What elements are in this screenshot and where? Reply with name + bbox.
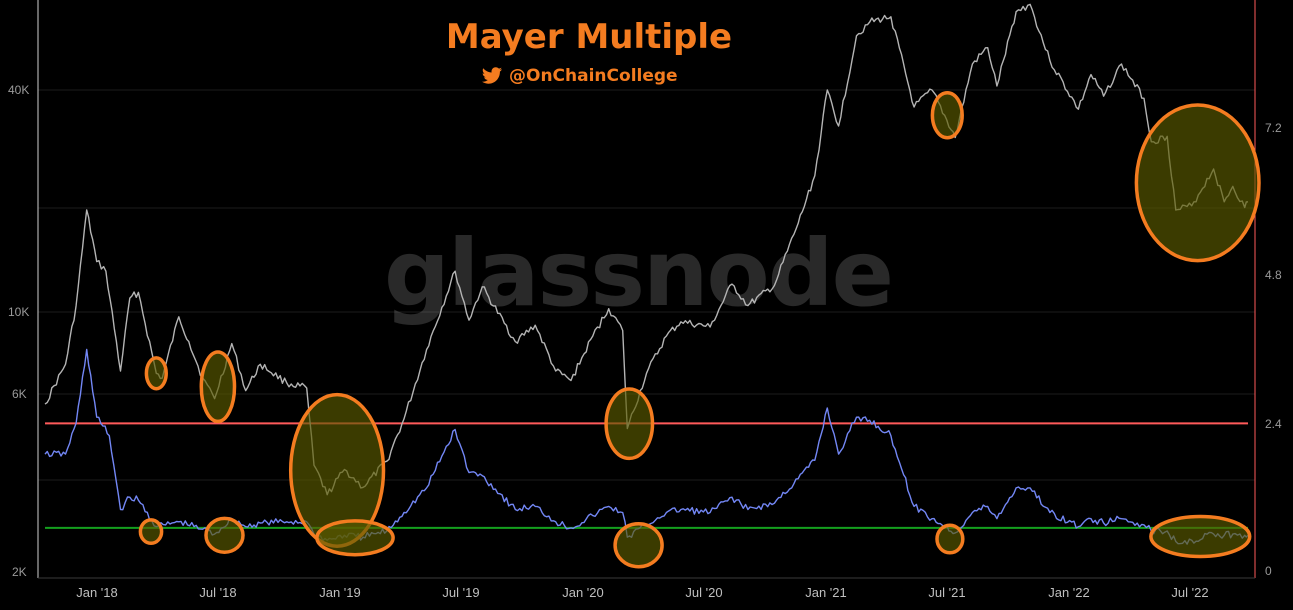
highlight-ellipse (930, 91, 964, 140)
highlight-ellipse (138, 518, 164, 546)
right-tick-label: 4.8 (1265, 268, 1282, 282)
highlight-ellipse (1149, 514, 1252, 559)
highlight-ellipse (604, 387, 655, 461)
x-tick-label: Jul '21 (928, 585, 965, 600)
highlight-ellipse (204, 516, 245, 554)
x-tick-label: Jul '19 (442, 585, 479, 600)
left-tick-label: 10K (8, 305, 29, 319)
highlight-ellipse (935, 523, 965, 555)
highlight-ellipse (144, 356, 168, 391)
gridlines (38, 89, 1255, 481)
highlight-ellipse (613, 521, 664, 569)
x-tick-label: Jul '22 (1171, 585, 1208, 600)
left-tick-label: 2K (12, 565, 27, 579)
right-tick-label: 7.2 (1265, 121, 1282, 135)
watermark-text: glassnode (384, 220, 892, 327)
mayer-multiple-series-line (44, 348, 1249, 545)
right-tick-label: 0 (1265, 564, 1272, 578)
left-tick-label: 40K (8, 83, 29, 97)
highlight-ellipses (138, 91, 1261, 569)
highlight-ellipse (315, 519, 395, 557)
highlight-ellipse (1134, 103, 1261, 263)
chart-title: Mayer Multiple (446, 17, 732, 57)
x-tick-label: Jan '21 (805, 585, 847, 600)
price-series-line (44, 3, 1249, 496)
x-tick-label: Jan '22 (1048, 585, 1090, 600)
x-tick-label: Jan '18 (76, 585, 118, 600)
highlight-ellipse (199, 350, 237, 424)
x-tick-label: Jul '18 (199, 585, 236, 600)
x-tick-label: Jan '19 (319, 585, 361, 600)
twitter-handle: @OnChainCollege (509, 66, 678, 86)
twitter-bird-icon (482, 67, 502, 84)
left-tick-label: 6K (12, 387, 27, 401)
right-tick-label: 2.4 (1265, 417, 1282, 431)
x-tick-label: Jan '20 (562, 585, 604, 600)
x-tick-label: Jul '20 (685, 585, 722, 600)
